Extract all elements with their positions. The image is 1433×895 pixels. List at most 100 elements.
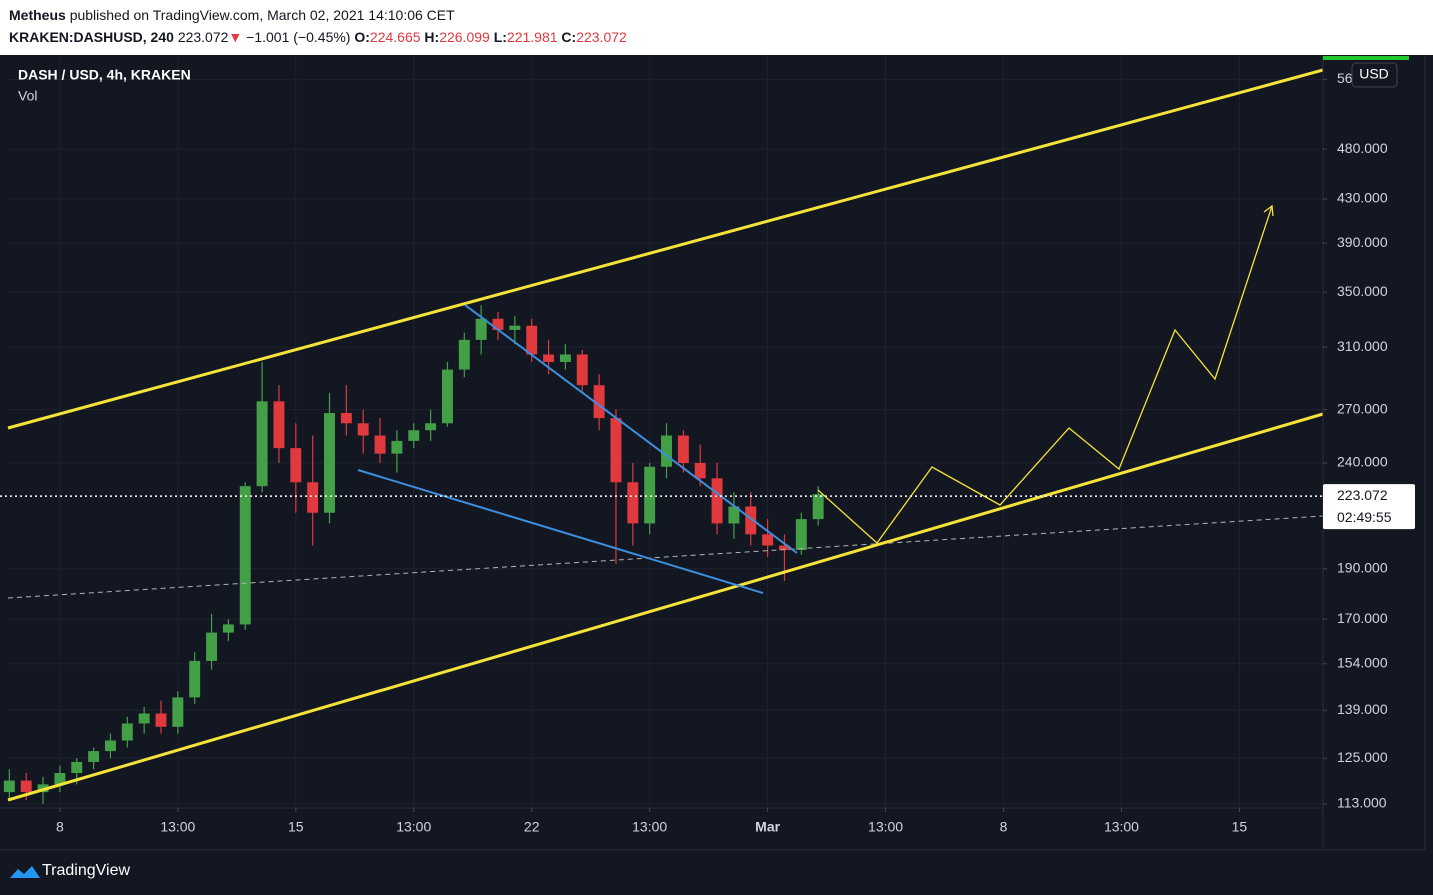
candle-body [340,413,352,424]
candle-body [3,780,15,793]
x-tick-label: 15 [288,819,304,835]
candle-body [745,506,757,535]
candle-body [576,354,588,386]
candle-body [54,773,66,785]
candle-body [425,423,437,431]
candle-body [256,401,268,487]
y-tick-label: 125.000 [1337,749,1388,765]
currency[interactable]: USD [1359,66,1389,82]
candle-body [155,713,167,727]
author: Metheus [9,7,66,23]
candle-body [711,478,723,524]
change: −1.001 (−0.45%) [246,29,351,45]
countdown: 02:49:55 [1337,509,1392,525]
wedge-lower [357,469,764,594]
candle-body [644,466,656,524]
last-price: 223.072 [177,29,229,45]
candle-body [795,519,807,551]
candle-body [661,435,672,467]
candle-body [812,494,824,520]
candle-body [324,413,335,513]
symbol: KRAKEN:DASHUSD, 240 [9,29,174,45]
candle-body [88,751,100,762]
x-tick-label: 13:00 [1104,819,1139,835]
candle-body [509,325,521,330]
y-tick-label: 310.000 [1337,338,1388,354]
ohlc-value: 224.665 [369,29,421,45]
candle-body [20,780,32,793]
x-tick-label: 8 [1000,819,1008,835]
candle-body [391,440,403,454]
x-tick-label: 13:00 [160,819,195,835]
candle-body [172,697,184,727]
ohlc-value: 221.981 [506,29,558,45]
ohlc-value: 223.072 [576,29,627,45]
candle-body [290,448,302,483]
x-tick-label: Mar [755,819,780,835]
chart-title: DASH / USD, 4h, KRAKEN [18,67,191,83]
last-price-tag [1323,484,1415,530]
candle-body [610,418,622,483]
dashed-trendline [7,515,1324,599]
x-tick-label: 22 [524,819,540,835]
candle-body [71,761,83,774]
y-tick-label: 154.000 [1337,655,1388,671]
footer-logo: TradingView [10,862,130,879]
ohlc-key: C: [561,29,577,45]
candle-body [189,660,201,698]
candle-body [441,369,453,424]
last-price-label: 223.072 [1337,487,1388,503]
candle-body [374,435,386,454]
candle-body [222,624,234,633]
candle-body [408,430,420,441]
candle-body [762,534,774,546]
candle-body [458,339,470,370]
green-bar [1323,56,1409,60]
candle-body [104,740,116,752]
ohlc-key: H: [424,29,440,45]
y-tick-label: 240.000 [1337,454,1388,470]
channel-upper [7,68,1324,430]
candle-body [593,385,605,419]
channel-lower [7,412,1324,802]
y-tick-label: 113.000 [1337,795,1387,811]
candle-body [526,325,538,355]
candle-body [121,723,133,741]
candle-body [778,545,790,551]
projection-path [817,205,1273,544]
x-tick-label: 8 [56,819,64,835]
x-tick-label: 15 [1232,819,1248,835]
publish-line: Metheus published on TradingView.com, Ma… [9,7,455,23]
ohlc-value: 226.099 [439,29,490,45]
y-tick-label: 480.000 [1337,140,1388,156]
candle-body [543,354,555,362]
y-tick-label: 139.000 [1337,701,1388,717]
y-tick-label: 270.000 [1337,400,1388,416]
candle-body [728,506,740,524]
y-tick-label: 170.000 [1337,610,1388,626]
header: Metheus published on TradingView.com, Ma… [0,0,1433,55]
x-tick-label: 13:00 [396,819,431,835]
candles [3,305,824,804]
y-tick-label: 350.000 [1337,283,1388,299]
candle-body [138,713,150,724]
currency-badge[interactable] [1351,62,1398,88]
candle-body [694,462,706,479]
candle-body [475,318,487,340]
y-tick-label: 430.000 [1337,190,1388,206]
drawings [7,68,1324,802]
published: published on TradingView.com, March 02, … [69,7,455,23]
quote-line: KRAKEN:DASHUSD, 240 223.072▼ −1.001 (−0.… [9,29,627,45]
candle-body [559,354,571,362]
candle-body [273,401,285,449]
candle-body [206,632,218,661]
x-tick-label: 13:00 [868,819,903,835]
ohlc-key: O: [354,29,370,45]
candle-body [492,318,504,330]
candle-body [357,423,369,436]
change-arrow: ▼ [228,29,243,45]
axes: 560.000480.000430.000390.000350.000310.0… [0,70,1415,835]
candle-body [239,486,251,625]
